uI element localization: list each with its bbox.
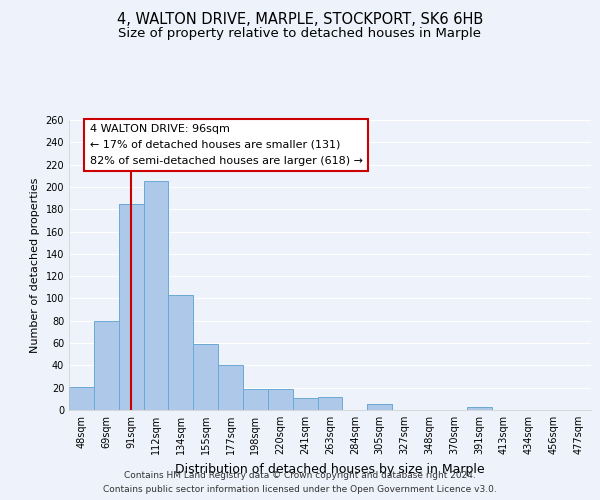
Bar <box>317 396 343 410</box>
Text: 4 WALTON DRIVE: 96sqm
← 17% of detached houses are smaller (131)
82% of semi-det: 4 WALTON DRIVE: 96sqm ← 17% of detached … <box>90 124 363 166</box>
Bar <box>243 389 268 410</box>
Text: Contains HM Land Registry data © Crown copyright and database right 2024.: Contains HM Land Registry data © Crown c… <box>124 472 476 480</box>
Text: Size of property relative to detached houses in Marple: Size of property relative to detached ho… <box>119 28 482 40</box>
Text: Contains public sector information licensed under the Open Government Licence v3: Contains public sector information licen… <box>103 484 497 494</box>
Bar <box>169 295 193 410</box>
X-axis label: Distribution of detached houses by size in Marple: Distribution of detached houses by size … <box>175 462 485 475</box>
Bar <box>69 386 94 410</box>
Bar <box>467 406 491 410</box>
Bar <box>119 204 143 410</box>
Y-axis label: Number of detached properties: Number of detached properties <box>30 178 40 352</box>
Bar <box>218 366 243 410</box>
Bar <box>193 344 218 410</box>
Bar <box>143 182 169 410</box>
Bar <box>94 321 119 410</box>
Bar <box>367 404 392 410</box>
Bar <box>293 398 317 410</box>
Bar <box>268 389 293 410</box>
Text: 4, WALTON DRIVE, MARPLE, STOCKPORT, SK6 6HB: 4, WALTON DRIVE, MARPLE, STOCKPORT, SK6 … <box>117 12 483 28</box>
